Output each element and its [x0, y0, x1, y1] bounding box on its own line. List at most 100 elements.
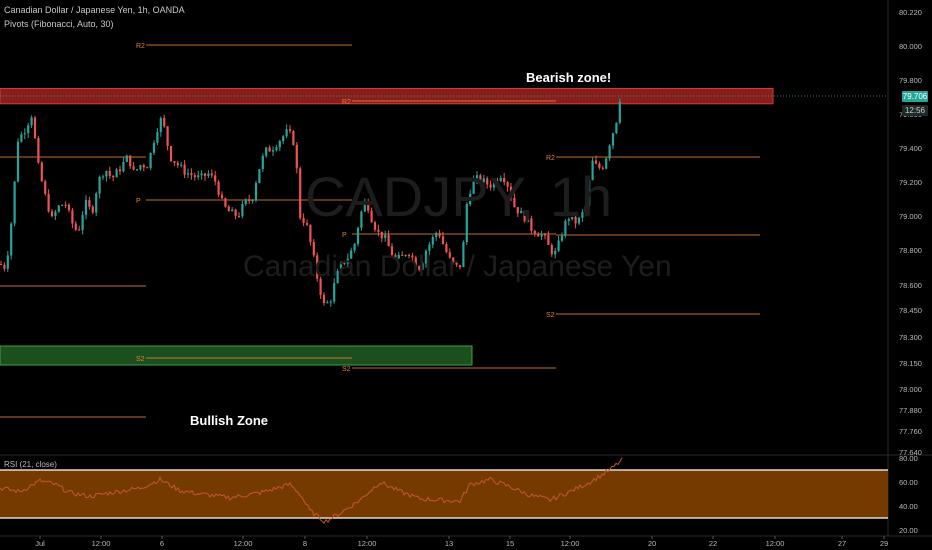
candle-body: [537, 234, 540, 237]
candle-body: [142, 165, 145, 168]
candle-body: [509, 186, 513, 198]
candle-body: [550, 244, 553, 255]
price-axis-tick: 80.000: [899, 42, 922, 51]
candle-body: [108, 170, 111, 176]
candle-body: [496, 180, 499, 182]
candle-body: [285, 129, 288, 137]
candle-body: [159, 118, 162, 133]
rsi-axis-tick: 80.00: [899, 454, 918, 463]
candle-body: [394, 255, 397, 259]
candle-body: [231, 209, 234, 212]
candle-body: [373, 222, 377, 230]
candle-body: [146, 167, 149, 169]
candle-body: [210, 173, 213, 176]
price-axis-tick: 77.760: [899, 427, 922, 436]
candle-body: [516, 207, 519, 214]
candle-body: [526, 218, 530, 222]
rsi-axis-tick: 40.00: [899, 502, 918, 511]
candle-body: [173, 161, 176, 163]
candle-body: [316, 255, 319, 279]
candle-body: [598, 163, 601, 168]
candle-body: [431, 236, 434, 245]
last-price-badge: 79.706: [902, 91, 928, 102]
candle-body: [197, 175, 200, 178]
candle-body: [499, 178, 502, 181]
candle-body: [564, 220, 567, 236]
candle-body: [50, 211, 54, 217]
time-axis-tick: 20: [648, 539, 656, 548]
candle-body: [91, 206, 94, 213]
rsi-line: [0, 457, 623, 525]
candle-body: [577, 217, 581, 224]
time-axis-tick: 29: [880, 539, 888, 548]
candle-body: [489, 184, 492, 188]
candle-body: [605, 158, 608, 169]
candle-body: [292, 131, 295, 146]
rsi-axis-tick: 60.00: [899, 478, 918, 487]
candle-body: [207, 173, 210, 176]
candle-body: [520, 210, 523, 214]
candle-body: [407, 255, 411, 257]
candle-body: [217, 181, 220, 195]
symbol-title: Canadian Dollar / Japanese Yen, 1h, OAND…: [4, 5, 185, 15]
candle-body: [465, 204, 468, 243]
candle-body: [95, 193, 98, 213]
candle-body: [16, 141, 20, 182]
candle-body: [40, 162, 43, 182]
candle-body: [462, 242, 465, 268]
candle-body: [282, 136, 285, 142]
candle-body: [486, 178, 489, 185]
candle-body: [299, 168, 302, 219]
time-axis-tick: 12:00: [766, 539, 785, 548]
candle-body: [557, 240, 560, 251]
candle-body: [506, 182, 509, 187]
price-axis-tick: 78.800: [899, 246, 922, 255]
candle-body: [271, 150, 275, 152]
candle-body: [390, 246, 394, 256]
candle-body: [479, 175, 482, 183]
candle-body: [326, 302, 329, 304]
price-axis-tick: 78.450: [899, 306, 922, 315]
rsi-legend: RSI (21, close): [4, 460, 57, 469]
pivot-label: S2: [342, 366, 351, 373]
candle-body: [186, 173, 190, 175]
candle-body: [601, 167, 604, 169]
candle-body: [125, 155, 128, 162]
price-axis-tick: 79.400: [899, 144, 922, 153]
candle-body: [64, 204, 67, 206]
time-axis-tick: 12:00: [561, 539, 580, 548]
pivot-label: S2: [546, 312, 555, 319]
candle-body: [445, 244, 448, 253]
candle-body: [441, 236, 445, 245]
time-axis-tick: Jul: [35, 539, 45, 548]
candle-body: [74, 223, 77, 230]
candle-body: [455, 262, 458, 265]
candle-body: [13, 181, 16, 224]
candle-body: [384, 234, 387, 238]
pivot-label: R2: [546, 155, 555, 162]
candle-body: [118, 169, 122, 172]
candle-body: [265, 147, 268, 156]
time-axis-tick: 22: [709, 539, 717, 548]
candle-body: [611, 133, 615, 146]
price-axis-tick: 78.000: [899, 385, 922, 394]
bearish-zone-label: Bearish zone!: [526, 70, 612, 85]
candle-body: [115, 169, 118, 178]
indicator-legend[interactable]: Pivots (Fibonacci, Auto, 30): [4, 19, 114, 29]
candle-body: [156, 132, 159, 143]
candle-body: [581, 212, 584, 218]
candle-body: [54, 211, 57, 217]
candle-body: [414, 257, 417, 267]
candle-body: [401, 254, 404, 256]
candle-body: [261, 155, 264, 170]
candle-body: [343, 262, 346, 264]
time-axis-tick: 12:00: [92, 539, 111, 548]
candle-body: [278, 141, 281, 148]
time-axis-tick: 15: [506, 539, 514, 548]
candle-body: [27, 125, 30, 134]
candle-body: [244, 199, 247, 204]
candle-body: [57, 205, 60, 212]
candle-body: [360, 211, 363, 228]
candle-body: [105, 170, 108, 177]
